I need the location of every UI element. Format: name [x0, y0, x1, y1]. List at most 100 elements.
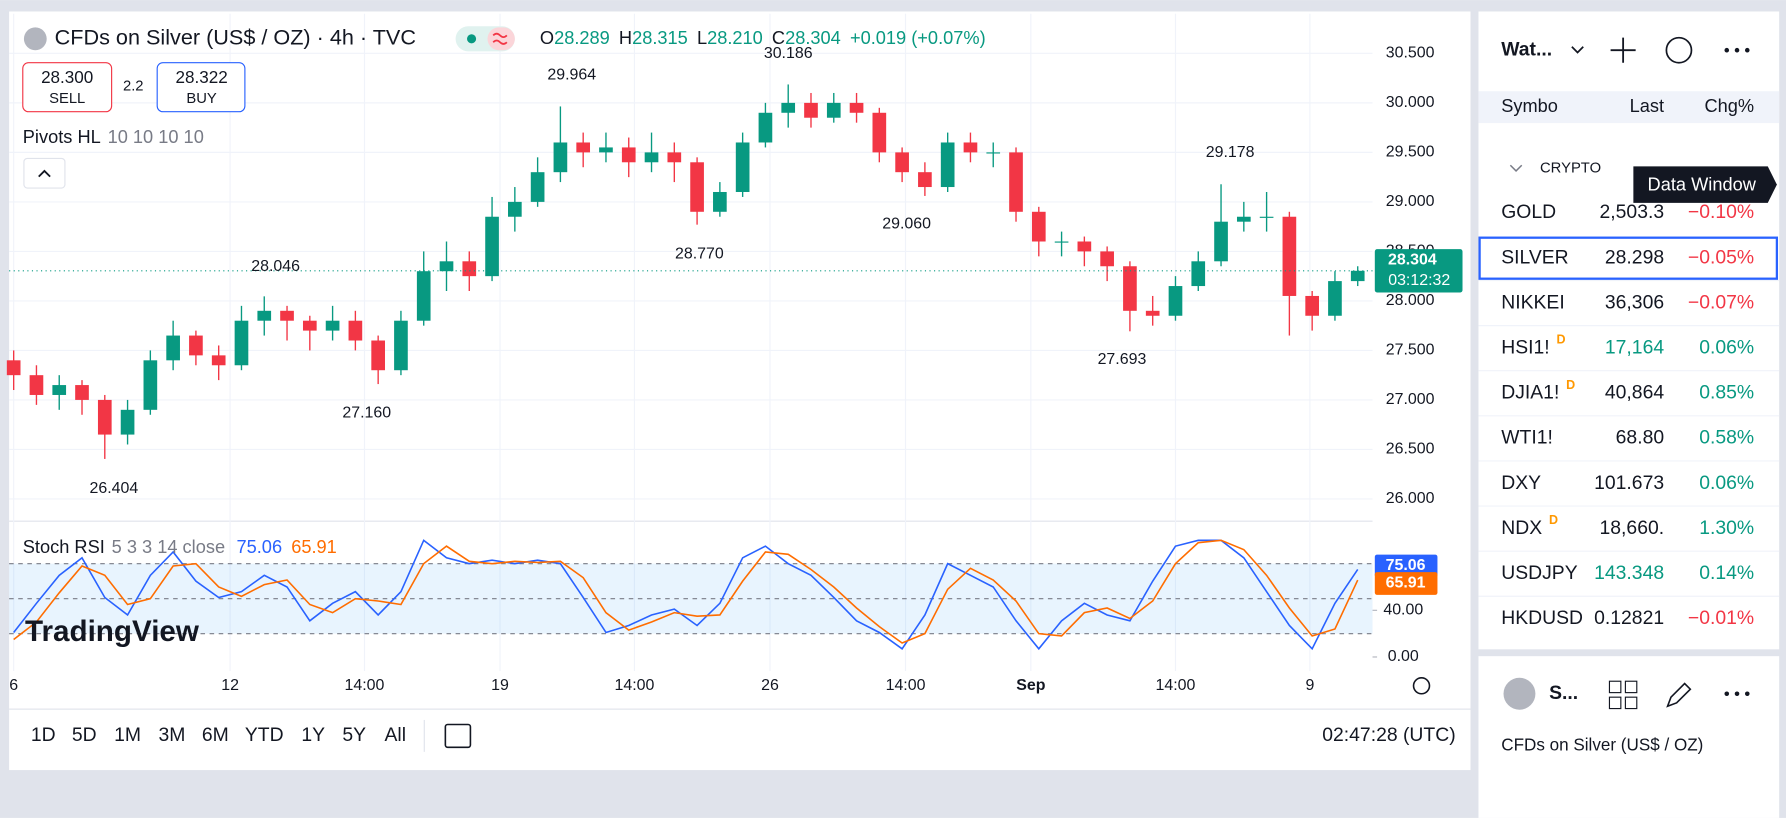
buy-label[interactable]: BUY: [186, 91, 217, 107]
layout-icon[interactable]: [1608, 696, 1622, 710]
pivot-label: 28.770: [675, 245, 724, 262]
range-button[interactable]: 1Y: [301, 724, 325, 746]
buy-price[interactable]: 28.322: [175, 68, 227, 87]
sell-price[interactable]: 28.300: [41, 68, 93, 87]
symbol-icon: [23, 27, 47, 51]
ohlc-value: 28.304: [785, 28, 841, 48]
range-button[interactable]: 6M: [202, 724, 229, 746]
candle-body: [29, 375, 44, 395]
row-last: 18,660.: [1600, 517, 1665, 539]
last-price: 28.304: [1388, 252, 1437, 269]
watchlist-title[interactable]: Wat...: [1501, 38, 1552, 60]
row-chg: −0.07%: [1688, 291, 1754, 313]
more-icon[interactable]: [1724, 47, 1750, 53]
candle-body: [280, 310, 294, 321]
row-symbol[interactable]: NDX: [1501, 517, 1542, 539]
dropdown-icon[interactable]: [1571, 46, 1584, 54]
collapse-button[interactable]: [23, 157, 66, 189]
indicator-legend: Pivots HL 10 10 10 10: [23, 127, 204, 147]
row-symbol[interactable]: SILVER: [1501, 246, 1568, 268]
row-last: 101.673: [1594, 472, 1664, 494]
column-symbol[interactable]: Symbo: [1501, 96, 1558, 116]
range-button[interactable]: 5Y: [342, 724, 366, 746]
candle-body: [986, 152, 1001, 154]
row-chg: −0.05%: [1688, 246, 1754, 268]
range-button[interactable]: 3M: [159, 724, 186, 746]
column-chg[interactable]: Chg%: [1704, 96, 1754, 116]
candle-body: [849, 102, 864, 113]
toolbar-separator: [9, 708, 1471, 710]
candle-body: [621, 147, 636, 163]
candle-body: [485, 216, 499, 277]
row-symbol[interactable]: HKDUSD: [1501, 607, 1583, 629]
candle-body: [1305, 295, 1319, 316]
candle-body: [234, 320, 249, 366]
x-tick-label: 19: [491, 677, 509, 694]
details-name: CFDs on Silver (US$ / OZ): [1501, 736, 1703, 755]
candle-body: [1350, 270, 1365, 282]
value-label: 65.91: [1386, 575, 1426, 592]
row-symbol[interactable]: NIKKEI: [1501, 291, 1564, 313]
candle-body: [553, 142, 568, 173]
edit-icon[interactable]: [1666, 682, 1692, 708]
market-open-dot: [467, 34, 477, 44]
row-symbol[interactable]: GOLD: [1501, 201, 1556, 223]
toolbar: 1D 5D 1M 3M 6M YTD 1Y 5Y All: [31, 724, 406, 746]
row-last: 2,503.3: [1600, 201, 1665, 223]
sell-label[interactable]: SELL: [49, 91, 85, 107]
pivot-label: 30.186: [764, 45, 813, 62]
range-button[interactable]: YTD: [245, 724, 284, 746]
tooltip-text: Data Window: [1648, 175, 1757, 195]
row-chg: 0.58%: [1699, 427, 1754, 449]
stoch-legend: Stoch RSI 5 3 3 14 close 75.06 65.91: [23, 537, 337, 557]
y-tick-label: 28.000: [1386, 292, 1435, 309]
row-badge: D: [1549, 513, 1558, 527]
ohlc-key: C: [772, 28, 785, 48]
settings-icon[interactable]: [1412, 677, 1431, 695]
more-icon[interactable]: [1724, 691, 1750, 697]
group-name[interactable]: CRYPTO: [1540, 161, 1601, 177]
layout-icon[interactable]: [1624, 680, 1638, 694]
range-button[interactable]: 5D: [72, 724, 97, 746]
pivot-label: 29.060: [882, 216, 931, 233]
candle-body: [52, 385, 67, 395]
layout-icon[interactable]: [1624, 696, 1638, 710]
goto-date-icon[interactable]: [444, 723, 472, 749]
x-tick-label: 12: [221, 677, 239, 694]
candle-body: [690, 162, 704, 212]
row-last: 0.12821: [1594, 607, 1664, 629]
group-toggle[interactable]: [1509, 164, 1523, 172]
range-button[interactable]: 1M: [114, 724, 141, 746]
layout-icon[interactable]: [1608, 680, 1622, 694]
sell-button[interactable]: [22, 62, 113, 113]
column-last[interactable]: Last: [1630, 96, 1664, 116]
y-tick-label: 26.500: [1386, 441, 1435, 458]
x-tick-label: 6: [9, 677, 18, 694]
row-symbol[interactable]: DJIA1!: [1501, 382, 1559, 404]
ohlc-key: O: [540, 28, 554, 48]
candle-body: [416, 271, 431, 321]
add-icon[interactable]: [1610, 37, 1636, 63]
ohlc-key: L: [697, 28, 707, 48]
ohlc-key: H: [619, 28, 632, 48]
candle-body: [1054, 241, 1069, 243]
buy-button[interactable]: [156, 62, 246, 113]
chart-icon[interactable]: [1665, 36, 1693, 64]
row-last: 68.80: [1616, 427, 1665, 449]
ohlc-value: 28.289: [554, 28, 610, 48]
row-symbol[interactable]: WTI1!: [1501, 427, 1553, 449]
row-symbol[interactable]: DXY: [1501, 472, 1541, 494]
range-button[interactable]: All: [384, 724, 406, 746]
range-button[interactable]: 1D: [31, 724, 56, 746]
value-box: [1374, 572, 1438, 595]
tooltip: [1633, 166, 1777, 203]
row-symbol[interactable]: HSI1!: [1501, 337, 1549, 359]
row-symbol[interactable]: USDJPY: [1501, 562, 1577, 584]
countdown: 03:12:32: [1388, 272, 1450, 289]
candle-body: [644, 152, 659, 163]
candle-body: [1328, 281, 1342, 316]
candle-body: [667, 152, 682, 163]
candle-body: [371, 340, 385, 371]
details-symbol[interactable]: S...: [1549, 682, 1578, 704]
pivot-label: 29.964: [547, 66, 596, 83]
